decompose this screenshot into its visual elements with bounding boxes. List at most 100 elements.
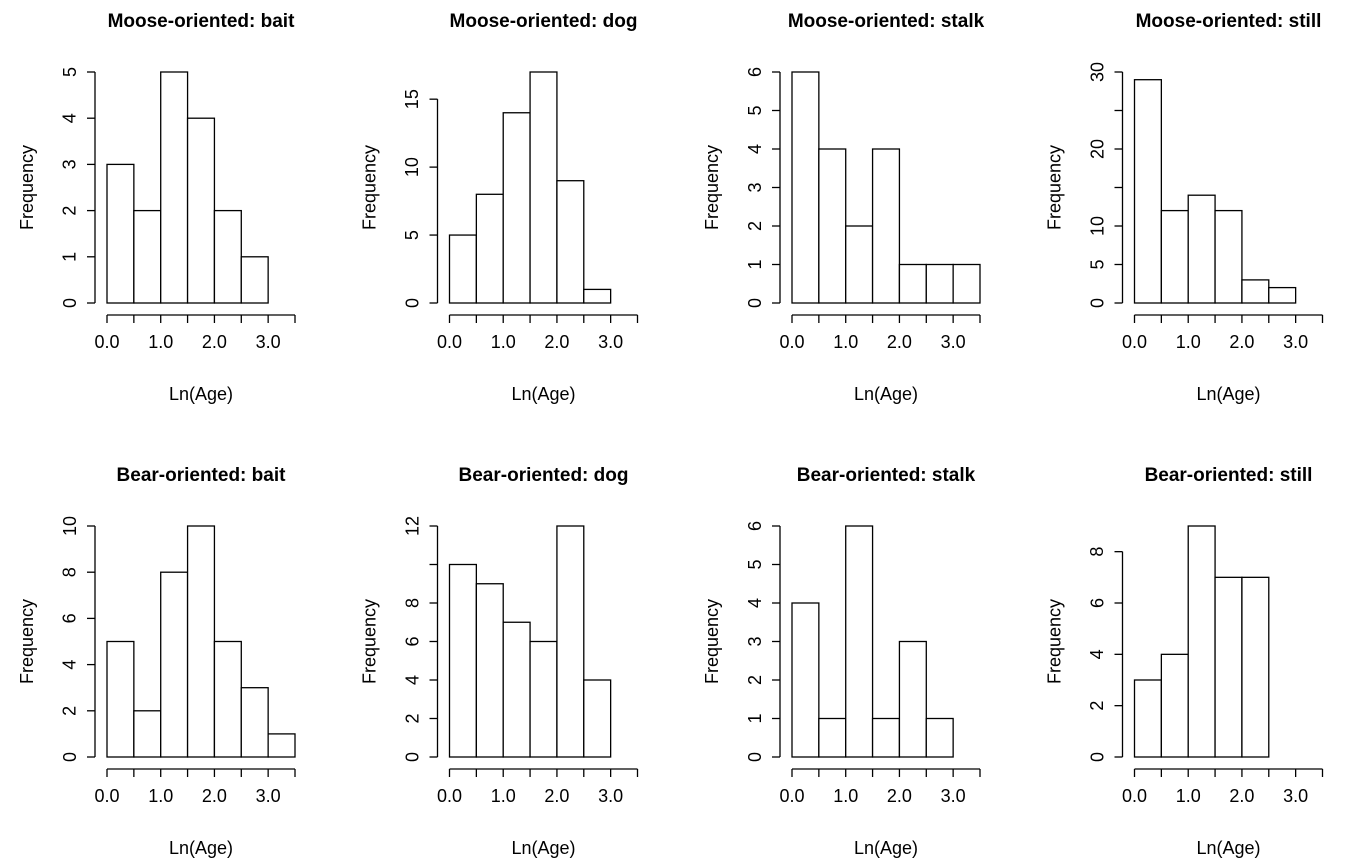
y-axis-label: Frequency (702, 599, 722, 684)
bar (186, 117, 216, 304)
bar (898, 640, 927, 758)
x-tick-label: 0.0 (1122, 332, 1147, 352)
bar (556, 180, 585, 304)
y-tick-label: 0 (1087, 298, 1107, 308)
bar (475, 583, 504, 758)
y-axis-label: Frequency (702, 145, 722, 230)
y-tick-label: 6 (745, 67, 765, 77)
y-tick-label: 2 (402, 713, 422, 723)
x-tick-label: 2.0 (1229, 332, 1254, 352)
y-tick-label: 1 (60, 252, 80, 262)
bar (106, 640, 135, 758)
y-tick-label: 5 (60, 67, 80, 77)
bar (133, 209, 162, 304)
x-tick-label: 1.0 (1176, 786, 1201, 806)
x-tick-label: 2.0 (887, 332, 912, 352)
bar (818, 717, 847, 758)
bar (1160, 209, 1189, 304)
bar (845, 525, 874, 758)
x-tick-label: 2.0 (202, 332, 227, 352)
bar (818, 148, 847, 304)
y-tick-label: 0 (745, 298, 765, 308)
bar (791, 71, 820, 304)
chart-title: Bear-oriented: stalk (797, 465, 976, 486)
x-tick-label: 1.0 (491, 786, 516, 806)
y-tick-label: 0 (60, 298, 80, 308)
x-tick-label: 0.0 (437, 332, 462, 352)
y-tick-label: 15 (402, 89, 422, 109)
y-tick-label: 0 (402, 752, 422, 762)
bar (583, 679, 612, 758)
bar (1160, 653, 1189, 758)
x-tick-label: 0.0 (1122, 786, 1147, 806)
bar (952, 263, 981, 304)
y-tick-label: 10 (1087, 216, 1107, 236)
y-tick-label: 20 (1087, 139, 1107, 159)
y-tick-label: 4 (60, 660, 80, 670)
x-tick-label: 3.0 (941, 332, 966, 352)
bar (1187, 194, 1216, 304)
bar (502, 112, 531, 304)
x-tick-label: 1.0 (148, 786, 173, 806)
y-tick-label: 3 (745, 182, 765, 192)
y-tick-label: 12 (402, 516, 422, 536)
y-tick-label: 10 (60, 516, 80, 536)
bar (898, 263, 927, 304)
y-tick-label: 8 (1087, 547, 1107, 557)
y-tick-label: 2 (745, 675, 765, 685)
x-tick-label: 3.0 (256, 332, 281, 352)
bar (529, 71, 558, 304)
x-tick-label: 3.0 (256, 786, 281, 806)
x-tick-label: 3.0 (1283, 786, 1308, 806)
y-tick-label: 6 (745, 521, 765, 531)
x-tick-label: 1.0 (148, 332, 173, 352)
bar (160, 71, 189, 304)
y-tick-label: 4 (745, 144, 765, 154)
y-tick-label: 5 (1087, 259, 1107, 269)
x-tick-label: 2.0 (544, 332, 569, 352)
x-axis-label: Ln(Age) (511, 838, 575, 858)
y-axis-label: Frequency (359, 145, 379, 230)
bar (106, 163, 135, 304)
x-axis-label: Ln(Age) (1196, 384, 1260, 404)
x-tick-label: 1.0 (1176, 332, 1201, 352)
bar (213, 209, 242, 304)
bar (1268, 286, 1297, 304)
chart-title: Moose-oriented: still (1136, 11, 1322, 32)
y-tick-label: 0 (402, 298, 422, 308)
y-tick-label: 4 (60, 113, 80, 123)
bar (1214, 209, 1243, 304)
y-tick-label: 0 (745, 752, 765, 762)
y-axis-label: Frequency (17, 599, 37, 684)
bar (529, 640, 558, 758)
y-tick-label: 4 (402, 675, 422, 685)
bar (186, 525, 216, 758)
bar (502, 621, 531, 758)
x-tick-label: 3.0 (941, 786, 966, 806)
chart-title: Bear-oriented: dog (459, 465, 629, 486)
bar (925, 263, 954, 304)
y-tick-label: 2 (745, 221, 765, 231)
y-tick-label: 1 (745, 713, 765, 723)
y-tick-label: 6 (60, 613, 80, 623)
x-axis-label: Ln(Age) (1196, 838, 1260, 858)
x-tick-label: 0.0 (94, 332, 119, 352)
x-axis-label: Ln(Age) (169, 384, 233, 404)
y-tick-label: 0 (60, 752, 80, 762)
y-axis-label: Frequency (17, 145, 37, 230)
x-tick-label: 1.0 (491, 332, 516, 352)
x-tick-label: 0.0 (779, 786, 804, 806)
y-tick-label: 2 (1087, 701, 1107, 711)
x-axis-label: Ln(Age) (854, 838, 918, 858)
x-tick-label: 0.0 (437, 786, 462, 806)
chart-title: Moose-oriented: stalk (788, 11, 985, 32)
x-tick-label: 2.0 (202, 786, 227, 806)
bar (871, 148, 901, 304)
bar (475, 193, 504, 304)
y-tick-label: 5 (745, 559, 765, 569)
y-tick-label: 3 (60, 159, 80, 169)
bar (213, 640, 242, 758)
bar (240, 256, 269, 304)
bar (267, 733, 296, 758)
